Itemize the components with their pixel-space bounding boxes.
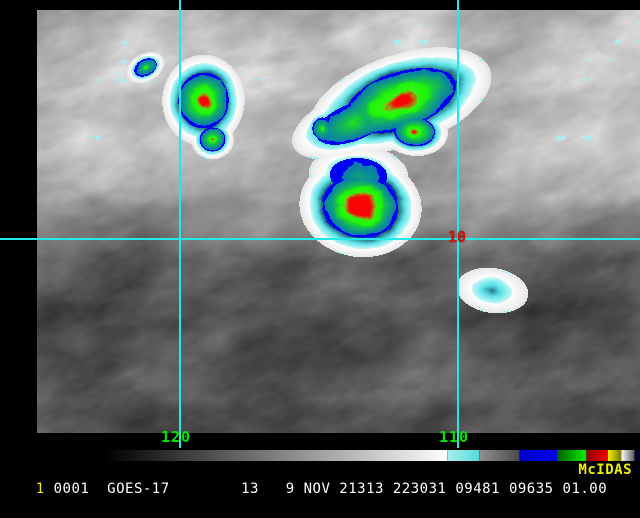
latitude-gridline [0, 238, 640, 240]
center-point-marker: 10 [448, 228, 467, 246]
gridline-tick-120 [179, 433, 181, 448]
satellite-image-frame[interactable] [37, 10, 640, 433]
mcidas-branding-label: McIDAS [578, 462, 632, 478]
frame-number: 1 [35, 481, 45, 497]
status-bar: 1 0001 GOES-17 13 9 NOV 21313 223031 094… [0, 461, 640, 497]
satellite-image[interactable] [37, 10, 640, 433]
status-text: 0001 GOES-17 13 9 NOV 21313 223031 09481… [44, 481, 608, 497]
longitude-label-120: 120 [161, 428, 192, 446]
gridline-tick-110 [457, 433, 459, 448]
mcidas-image-window: 10 120 110 1 0001 GOES-17 13 9 NOV 21313… [0, 0, 640, 497]
enhancement-colorbar[interactable] [105, 450, 640, 461]
colorbar-gradient [105, 450, 640, 461]
longitude-label-110: 110 [439, 428, 470, 446]
longitude-gridline-110 [457, 0, 459, 433]
longitude-gridline-120 [179, 0, 181, 433]
